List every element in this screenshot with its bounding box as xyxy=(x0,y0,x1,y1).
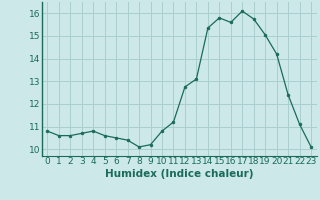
X-axis label: Humidex (Indice chaleur): Humidex (Indice chaleur) xyxy=(105,169,253,179)
